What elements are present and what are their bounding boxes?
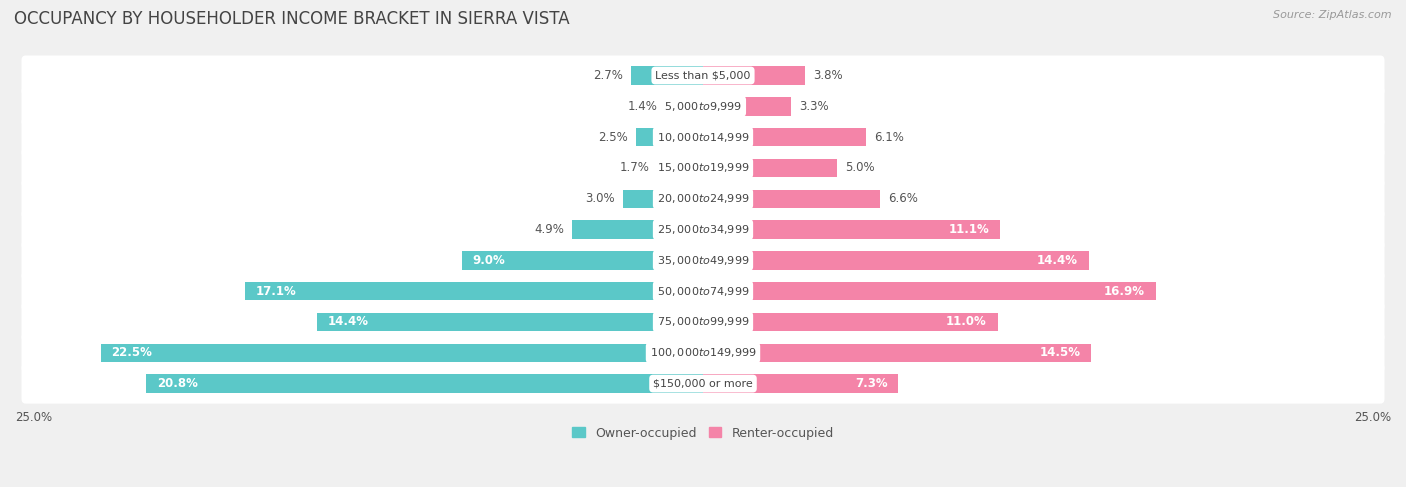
Text: $35,000 to $49,999: $35,000 to $49,999 [657,254,749,267]
Bar [703,343,1091,362]
Text: $75,000 to $99,999: $75,000 to $99,999 [657,316,749,328]
Bar [463,251,703,270]
Text: $25,000 to $34,999: $25,000 to $34,999 [657,223,749,236]
FancyBboxPatch shape [21,209,1385,249]
Text: 3.3%: 3.3% [800,100,830,113]
Text: 6.1%: 6.1% [875,131,904,144]
Text: $50,000 to $74,999: $50,000 to $74,999 [657,285,749,298]
Bar [703,375,898,393]
Text: $10,000 to $14,999: $10,000 to $14,999 [657,131,749,144]
Text: 3.0%: 3.0% [585,192,614,205]
Text: $100,000 to $149,999: $100,000 to $149,999 [650,346,756,359]
Text: 11.0%: 11.0% [946,316,987,328]
FancyBboxPatch shape [21,364,1385,404]
Text: 5.0%: 5.0% [845,162,875,174]
Text: 2.7%: 2.7% [593,69,623,82]
FancyBboxPatch shape [21,241,1385,281]
Text: 9.0%: 9.0% [472,254,506,267]
Text: $15,000 to $19,999: $15,000 to $19,999 [657,162,749,174]
Bar [636,128,703,147]
Text: 22.5%: 22.5% [111,346,152,359]
FancyBboxPatch shape [21,56,1385,95]
Bar [703,66,804,85]
Text: 11.1%: 11.1% [949,223,990,236]
Bar [703,220,1000,239]
Bar [703,97,792,115]
Text: 4.9%: 4.9% [534,223,564,236]
Text: 2.5%: 2.5% [599,131,628,144]
Text: 14.5%: 14.5% [1039,346,1081,359]
FancyBboxPatch shape [21,302,1385,342]
Bar [146,375,703,393]
FancyBboxPatch shape [21,333,1385,373]
Text: OCCUPANCY BY HOUSEHOLDER INCOME BRACKET IN SIERRA VISTA: OCCUPANCY BY HOUSEHOLDER INCOME BRACKET … [14,10,569,28]
Bar [703,189,880,208]
Text: $150,000 or more: $150,000 or more [654,378,752,389]
Bar [623,189,703,208]
FancyBboxPatch shape [21,117,1385,157]
Bar [703,313,997,331]
Text: 14.4%: 14.4% [1036,254,1078,267]
FancyBboxPatch shape [21,86,1385,126]
Bar [703,251,1088,270]
Bar [703,128,866,147]
Text: 14.4%: 14.4% [328,316,370,328]
Text: 6.6%: 6.6% [887,192,918,205]
Text: 7.3%: 7.3% [855,377,887,390]
Bar [318,313,703,331]
Text: Source: ZipAtlas.com: Source: ZipAtlas.com [1274,10,1392,20]
Text: $5,000 to $9,999: $5,000 to $9,999 [664,100,742,113]
Legend: Owner-occupied, Renter-occupied: Owner-occupied, Renter-occupied [568,422,838,445]
Bar [572,220,703,239]
Bar [703,282,1156,300]
Text: 17.1%: 17.1% [256,285,297,298]
Bar [100,343,703,362]
Text: $20,000 to $24,999: $20,000 to $24,999 [657,192,749,205]
Text: 1.4%: 1.4% [627,100,658,113]
FancyBboxPatch shape [21,148,1385,188]
Text: Less than $5,000: Less than $5,000 [655,71,751,80]
FancyBboxPatch shape [21,271,1385,311]
Text: 20.8%: 20.8% [156,377,198,390]
Bar [245,282,703,300]
Bar [631,66,703,85]
Text: 3.8%: 3.8% [813,69,842,82]
Bar [658,159,703,177]
Bar [665,97,703,115]
Text: 1.7%: 1.7% [620,162,650,174]
FancyBboxPatch shape [21,179,1385,219]
Text: 16.9%: 16.9% [1104,285,1144,298]
Bar [703,159,837,177]
